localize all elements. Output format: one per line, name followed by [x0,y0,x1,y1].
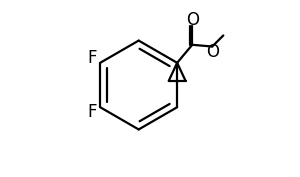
Text: F: F [87,103,97,121]
Text: F: F [87,49,97,67]
Text: O: O [186,11,199,29]
Text: O: O [206,43,219,61]
